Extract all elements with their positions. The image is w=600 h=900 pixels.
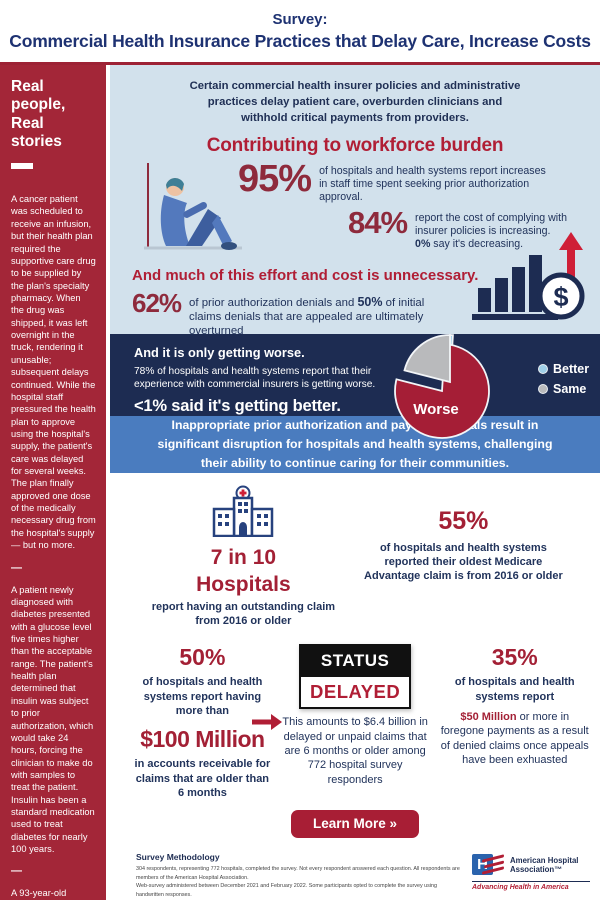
aha-name-line2: Association™ bbox=[510, 865, 562, 875]
real-stories-sidebar: Real people, Real stories A cancer patie… bbox=[0, 65, 106, 900]
header-divider bbox=[0, 62, 600, 65]
getting-worse-body: 78% of hospitals and health systems repo… bbox=[134, 366, 376, 391]
stat-84-value: 84% bbox=[348, 205, 408, 241]
methodology-line-1: 304 respondents, representing 772 hospit… bbox=[136, 866, 460, 881]
stat-35-value: 35% bbox=[491, 644, 538, 671]
stat-62-text-after: of initial claims denials that are appea… bbox=[189, 297, 425, 337]
page-header: Survey: Commercial Health Insurance Prac… bbox=[0, 0, 600, 62]
aha-logo: H American Hospital Association™ A bbox=[472, 852, 590, 900]
stat-55-text: of hospitals and health systems reported… bbox=[364, 541, 563, 583]
status-delayed-stamp: STATUS DELAYED bbox=[299, 644, 412, 710]
stat-84-text-main: report the cost of complying with insure… bbox=[415, 212, 567, 238]
pie-worse-label: Worse bbox=[413, 401, 459, 418]
legend-label-same: Same bbox=[553, 382, 587, 396]
stamp-caption: This amounts to $6.4 billion in delayed … bbox=[282, 716, 428, 786]
legend-label-better: Better bbox=[553, 362, 590, 376]
getting-worse-heading: And it is only getting worse. bbox=[134, 345, 305, 360]
legend-item-same: Same bbox=[538, 382, 589, 396]
same-legend-dot-icon bbox=[538, 384, 548, 394]
pie-slice-same bbox=[403, 334, 451, 384]
stat-50pct-text: of hospitals and health systems report h… bbox=[142, 676, 263, 718]
aha-logo-name: American Hospital Association™ bbox=[510, 856, 579, 875]
page-footer: Survey Methodology 304 respondents, repr… bbox=[110, 852, 600, 900]
stat-84-text: report the cost of complying with insure… bbox=[415, 209, 600, 251]
stat-7in10-text: report having an outstanding claim from … bbox=[151, 600, 336, 628]
learn-more-button[interactable]: Learn More » bbox=[290, 810, 420, 839]
stamp-delayed-label: DELAYED bbox=[299, 677, 412, 710]
stat-50-million-inline: $50 Million bbox=[460, 711, 517, 724]
stat-35-block: 35% of hospitals and health systems repo… bbox=[440, 644, 590, 800]
stat-7in10-line1: 7 in 10 bbox=[210, 545, 277, 569]
stat-62-block: 62% of prior authorization denials and 5… bbox=[132, 288, 600, 339]
stat-62-text-before: of prior authorization denials and bbox=[189, 297, 358, 310]
stat-50-value: 50% bbox=[357, 295, 383, 310]
story-separator: — bbox=[11, 561, 22, 574]
stat-62-text: of prior authorization denials and 50% o… bbox=[189, 292, 444, 339]
patient-story-1: A cancer patient was scheduled to receiv… bbox=[11, 194, 96, 551]
stat-55-block: 55% of hospitals and health systems repo… bbox=[347, 485, 580, 629]
stat-55-value: 55% bbox=[438, 506, 489, 535]
aha-logo-mark-icon: H bbox=[472, 854, 506, 878]
getting-better-highlight: <1% said it's getting better. bbox=[134, 396, 341, 415]
aha-tagline: Advancing Health in America bbox=[472, 884, 569, 892]
status-delayed-block: STATUS DELAYED This amounts to $6.4 bill… bbox=[271, 644, 440, 800]
stat-84-block: 84% report the cost of complying with in… bbox=[348, 205, 600, 251]
stat-35-detail: $50 Million or more in foregone payments… bbox=[440, 710, 590, 767]
aha-logo-divider bbox=[472, 881, 590, 883]
workforce-burden-panel: Certain commercial health insurer polici… bbox=[110, 65, 600, 337]
stat-62-value: 62% bbox=[132, 288, 182, 319]
stat-50pct-value: 50% bbox=[179, 644, 226, 671]
stat-100-million-text: in accounts receivable for claims that a… bbox=[134, 758, 271, 799]
hospital-icon bbox=[213, 485, 274, 537]
stat-95-value: 95% bbox=[238, 158, 312, 201]
intro-statement: Certain commercial health insurer polici… bbox=[189, 80, 521, 125]
pie-slice-worse bbox=[394, 343, 490, 439]
stat-35-detail-text: or more in foregone payments as a result… bbox=[440, 711, 589, 766]
stamp-status-label: STATUS bbox=[299, 644, 412, 678]
aha-name-line1: American Hospital bbox=[510, 856, 579, 866]
workforce-burden-heading: Contributing to workforce burden bbox=[206, 135, 504, 157]
unnecessary-heading: And much of this effort and cost is unne… bbox=[132, 267, 479, 285]
sidebar-title: Real people, Real stories bbox=[11, 78, 96, 151]
svg-text:$: $ bbox=[553, 282, 568, 312]
stat-35-text: of hospitals and health systems report bbox=[454, 676, 575, 703]
stat-0-value: 0% bbox=[415, 237, 431, 250]
survey-methodology: Survey Methodology 304 respondents, repr… bbox=[136, 852, 472, 900]
getting-worse-band: And it is only getting worse. 78% of hos… bbox=[110, 334, 600, 439]
right-arrow-icon bbox=[252, 714, 283, 731]
stat-0-text: say it's decreasing. bbox=[430, 237, 524, 250]
methodology-heading: Survey Methodology bbox=[136, 852, 220, 863]
disruption-band: Inappropriate prior authorization and pa… bbox=[110, 415, 600, 473]
page-title-survey: Survey: bbox=[272, 11, 328, 28]
hospitals-7in10-block: 7 in 10 Hospitals report having an outst… bbox=[140, 485, 347, 629]
better-legend-dot-icon bbox=[538, 364, 548, 374]
methodology-line-2: Web-survey administered between December… bbox=[136, 883, 438, 899]
story-separator: — bbox=[11, 865, 22, 878]
rising-costs-icon: $ bbox=[472, 232, 585, 320]
tired-clinician-illustration bbox=[144, 163, 242, 251]
patient-story-2: A patient newly diagnosed with diabetes … bbox=[11, 584, 95, 855]
sidebar-title-underline bbox=[11, 163, 33, 170]
stat-95-text: of hospitals and health systems report i… bbox=[319, 165, 546, 203]
stat-95-block: 95% of hospitals and health systems repo… bbox=[238, 158, 549, 204]
sidebar-title-line1: Real people, bbox=[11, 78, 66, 114]
stat-100-million-value: $100 Million bbox=[140, 726, 265, 753]
patient-story-3: A 93-year-old patient had a history of e… bbox=[11, 888, 67, 899]
stat-7in10-line2: Hospitals bbox=[196, 572, 291, 596]
sidebar-title-line2: Real stories bbox=[11, 114, 62, 150]
stat-50-million-block: 50% of hospitals and health systems repo… bbox=[134, 644, 271, 800]
pie-legend: Better Same bbox=[538, 362, 589, 402]
claims-stats-section: 7 in 10 Hospitals report having an outst… bbox=[110, 472, 600, 900]
legend-item-better: Better bbox=[538, 362, 589, 376]
experience-pie-chart: Worse bbox=[386, 324, 512, 455]
page-title-main: Commercial Health Insurance Practices th… bbox=[9, 31, 591, 51]
